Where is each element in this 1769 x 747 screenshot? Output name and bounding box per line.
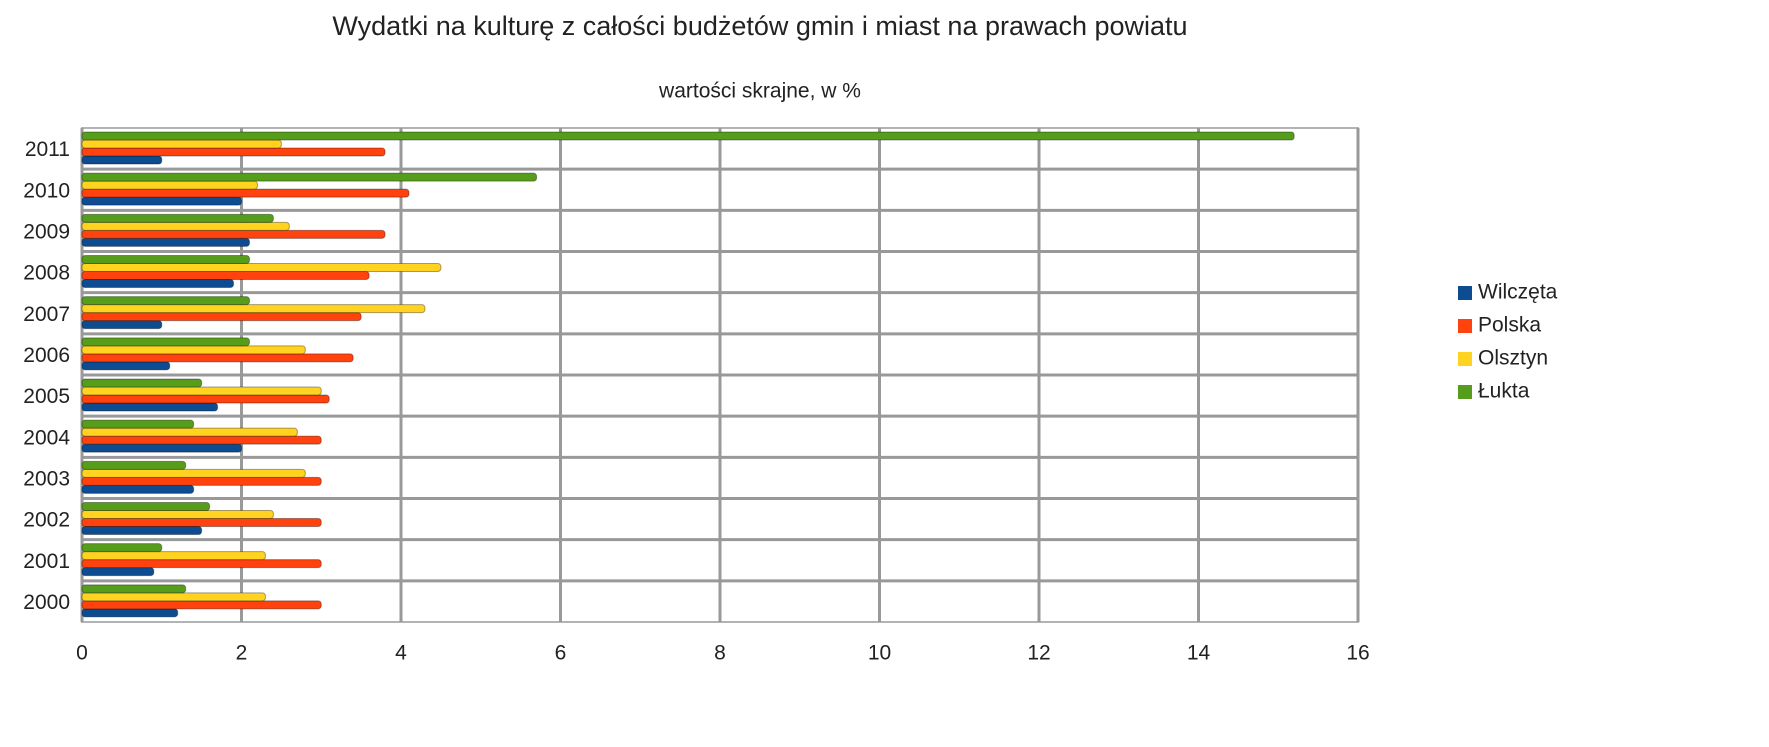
bar: [81, 337, 250, 347]
bar: [81, 279, 235, 288]
x-tick-label: 16: [1346, 642, 1369, 665]
bar: [81, 139, 282, 149]
y-tick-label: 2003: [23, 468, 70, 491]
y-tick-label: 2008: [23, 262, 70, 285]
y-tick-label: 2011: [25, 138, 70, 161]
bar: [81, 320, 163, 330]
legend-swatch: [1458, 352, 1472, 366]
bar: [81, 213, 274, 223]
chart-title: Wydatki na kulturę z całości budżetów gm…: [332, 11, 1187, 41]
bar: [81, 460, 187, 470]
bar: [81, 419, 195, 429]
bar: [81, 131, 1295, 141]
bar: [81, 518, 322, 527]
bar: [81, 196, 242, 206]
bar: [81, 394, 330, 404]
bar: [81, 271, 370, 280]
legend-label: Wilczęta: [1478, 281, 1558, 304]
bar: [81, 172, 538, 182]
bar: [81, 502, 211, 511]
bar: [81, 155, 163, 165]
bar: [81, 567, 155, 577]
legend-swatch: [1458, 286, 1472, 300]
bar: [81, 237, 250, 247]
bar: [81, 345, 306, 355]
bar: [81, 229, 386, 239]
bar: [81, 551, 266, 561]
bar: [81, 353, 354, 363]
bar: [81, 386, 322, 396]
x-tick-label: 4: [395, 642, 407, 665]
y-tick-label: 2010: [23, 179, 70, 202]
y-tick-label: 2004: [23, 426, 70, 449]
bar: [81, 296, 250, 306]
legend-label: Łukta: [1478, 380, 1530, 403]
x-tick-label: 8: [714, 642, 726, 665]
bar: [81, 304, 426, 314]
bar: [81, 543, 163, 553]
bar: [81, 263, 442, 272]
bar: [81, 361, 171, 371]
x-tick-label: 6: [555, 642, 567, 665]
bar: [81, 255, 250, 264]
bar: [81, 180, 258, 190]
chart-subtitle: wartości skrajne, w %: [658, 80, 861, 103]
y-tick-label: 2005: [23, 385, 70, 408]
x-tick-label: 14: [1187, 642, 1211, 665]
y-tick-label: 2006: [23, 344, 70, 367]
legend-label: Polska: [1478, 314, 1541, 337]
bar: [81, 559, 322, 569]
bar: [81, 147, 386, 157]
y-tick-label: 2002: [23, 509, 70, 532]
bar: [81, 468, 306, 478]
x-tick-label: 12: [1027, 642, 1050, 665]
bar: [81, 608, 179, 618]
legend-label: Olsztyn: [1478, 347, 1548, 370]
bar: [81, 584, 187, 594]
bar: [81, 484, 195, 494]
bar: [81, 600, 322, 610]
legend-swatch: [1458, 385, 1472, 399]
bar: [81, 402, 219, 412]
y-tick-label: 2000: [23, 591, 70, 614]
bar: [81, 476, 322, 486]
y-tick-label: 2001: [23, 550, 70, 573]
legend-swatch: [1458, 319, 1472, 333]
x-tick-label: 10: [868, 642, 891, 665]
y-tick-label: 2007: [23, 303, 70, 326]
x-tick-label: 0: [76, 642, 88, 665]
bar: [81, 443, 242, 453]
bar: [81, 510, 274, 519]
bar: [81, 312, 362, 322]
bar: [81, 188, 410, 198]
bar: [81, 592, 266, 602]
bar: [81, 378, 203, 388]
bar: [81, 427, 298, 437]
bar: [81, 526, 203, 535]
bar: [81, 221, 290, 231]
bar: [81, 435, 322, 445]
y-tick-label: 2009: [23, 221, 70, 244]
x-tick-label: 2: [236, 642, 248, 665]
